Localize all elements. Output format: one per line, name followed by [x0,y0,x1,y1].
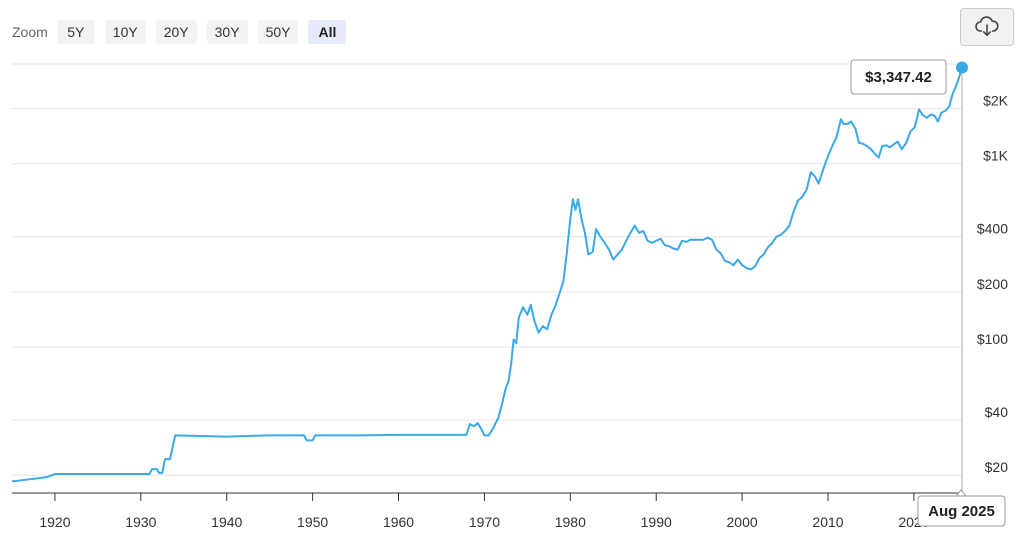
y-tick-label: $400 [977,221,1008,237]
zoom-all-button[interactable]: All [308,20,347,44]
x-tick-label: 1980 [555,514,586,530]
x-tick-label: 1940 [211,514,242,530]
zoom-10y-button[interactable]: 10Y [104,20,146,44]
tooltip-value: $3,347.42 [865,69,932,86]
zoom-20y-button[interactable]: 20Y [155,20,197,44]
x-tick-label: 1970 [469,514,500,530]
x-tick-label: 1960 [383,514,414,530]
y-tick-label: $2K [983,93,1009,109]
x-tick-label: 1950 [297,514,328,530]
x-tick-label: 1930 [125,514,156,530]
x-tick-label: 1920 [39,514,70,530]
x-tick-label: 1990 [641,514,672,530]
tooltip-date: Aug 2025 [928,503,995,520]
value-tooltip: $3,347.42 [850,59,947,95]
zoom-50y-button[interactable]: 50Y [257,20,299,44]
y-tick-label: $40 [985,404,1009,420]
cloud-download-icon [975,16,999,37]
x-axis-labels: 1920 1930 1940 1950 1960 1970 1980 1990 2000 2010… [39,493,930,530]
x-tick-label: 2010 [812,514,843,530]
zoom-toolbar: Zoom 5Y 10Y 20Y 30Y 50Y All [12,20,356,44]
download-button[interactable] [960,8,1014,46]
price-line-series[interactable] [11,67,963,483]
zoom-30y-button[interactable]: 30Y [206,20,248,44]
y-axis-labels: $20 $40 $100 $200 $400 $1K $2K [977,93,1009,476]
y-tick-label: $100 [977,331,1008,347]
latest-point-marker[interactable] [956,61,968,74]
y-tick-label: $20 [985,459,1009,475]
x-tick-label: 2000 [727,514,758,530]
y-tick-label: $200 [977,276,1008,292]
grid-lines [12,63,962,476]
date-tooltip: Aug 2025 [917,489,1006,527]
zoom-label: Zoom [12,24,48,40]
y-tick-label: $1K [983,148,1009,164]
zoom-5y-button[interactable]: 5Y [56,20,95,44]
